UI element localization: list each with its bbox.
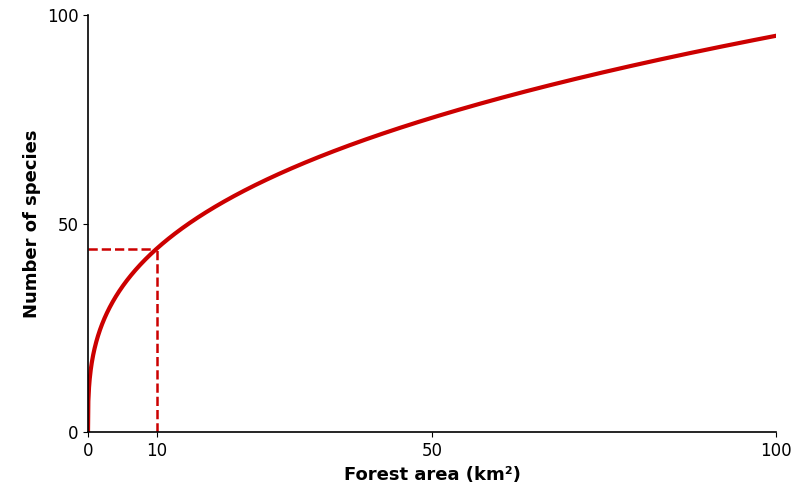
X-axis label: Forest area (km²): Forest area (km²) — [343, 466, 521, 484]
Y-axis label: Number of species: Number of species — [23, 129, 41, 318]
